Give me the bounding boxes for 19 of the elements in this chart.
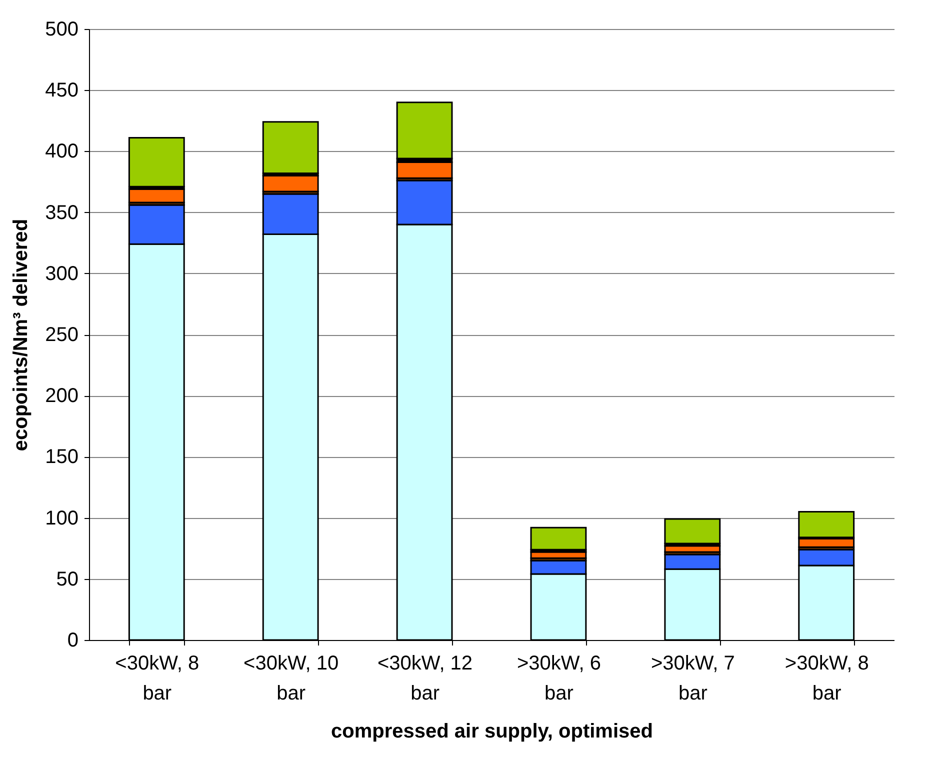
y-tick-label: 250 xyxy=(45,324,78,346)
y-tick-label: 100 xyxy=(45,507,78,530)
x-axis-title: compressed air supply, optimised xyxy=(331,720,653,742)
y-tick-label: 300 xyxy=(45,262,78,285)
x-tick-label: >30kW, 7 bar xyxy=(650,652,735,704)
x-tick-label: <30kW, 12 bar xyxy=(377,652,473,704)
y-tick-label: 450 xyxy=(45,80,78,102)
y-tick-label: 50 xyxy=(56,568,78,590)
y-tick-label: 500 xyxy=(45,18,78,40)
y-tick-label: 400 xyxy=(45,140,78,163)
x-tick-label: <30kW, 10 bar xyxy=(244,652,339,704)
y-tick-label: 0 xyxy=(67,630,78,652)
x-tick-label: <30kW, 8 bar xyxy=(115,652,200,704)
y-tick-label: 350 xyxy=(45,202,78,224)
y-tick-label: 200 xyxy=(45,385,78,408)
x-tick-label: >30kW, 8 bar xyxy=(784,652,869,704)
x-tick-label: >30kW, 6 bar xyxy=(517,652,601,704)
y-tick-label: 150 xyxy=(45,446,78,468)
y-axis-title: ecopoints/Nm³ delivered xyxy=(10,218,32,452)
